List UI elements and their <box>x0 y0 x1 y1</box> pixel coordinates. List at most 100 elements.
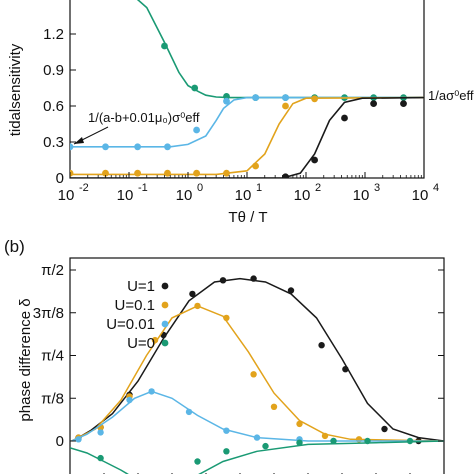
legend-marker-green <box>161 339 169 347</box>
series-black-point <box>318 342 325 349</box>
y-tick-label: 0.6 <box>43 98 64 115</box>
x-tick-label-exponent: 0 <box>197 182 203 194</box>
series-blue-point <box>252 94 259 101</box>
x-tick-label: 10 <box>235 187 252 204</box>
series-orange-line <box>71 305 444 442</box>
panel-a: 10 -2 10 -1 10 0 10 1 10 2 10 3 10 400.30.60.91.2 tid… <box>7 0 474 226</box>
series-black-point <box>189 290 196 298</box>
series-black-point <box>370 100 377 107</box>
panel-a-frame <box>69 0 425 179</box>
legend-marker-black <box>161 282 169 290</box>
y-tick-label: 0 <box>56 170 64 187</box>
series-green-point <box>191 84 199 92</box>
x-tick-label: 10 <box>412 187 429 204</box>
series-green-point <box>296 439 303 446</box>
series-blue-point <box>97 429 104 436</box>
series-green-point <box>364 437 371 445</box>
y-tick-label: 1.2 <box>43 26 64 43</box>
legend-label: U=0.01 <box>106 316 155 333</box>
x-tick-label: 10 <box>58 187 75 204</box>
annotation-left: 1/(a-b+0.01μ₀)σ⁰eff <box>88 110 200 125</box>
panel-b-frame <box>69 257 445 474</box>
series-blue-point <box>223 427 230 434</box>
series-blue-point <box>134 143 142 151</box>
panel-b-ylabel: phase difference δ <box>17 298 34 421</box>
series-green-line <box>136 0 424 99</box>
series-black-point <box>282 173 289 178</box>
series-orange-point <box>252 162 259 170</box>
x-tick-label-exponent: -1 <box>138 182 148 194</box>
series-orange-point <box>296 420 303 428</box>
series-green-point <box>406 437 414 445</box>
series-green-line <box>70 447 129 474</box>
panel-b-marks <box>70 275 444 474</box>
series-green-point <box>97 454 104 462</box>
series-blue-point <box>70 143 74 151</box>
x-tick-label-exponent: -2 <box>79 182 89 194</box>
series-orange-point <box>282 102 289 110</box>
series-black-point <box>287 287 295 294</box>
series-black-point <box>381 425 388 433</box>
legend-label: U=0 <box>127 335 155 352</box>
series-orange-line <box>70 96 424 176</box>
series-blue-point <box>253 434 261 441</box>
series-orange-point <box>193 169 201 177</box>
series-green-point <box>330 437 337 445</box>
annotation-left-arrowhead <box>74 137 84 144</box>
x-tick-label-exponent: 3 <box>374 182 380 194</box>
series-blue-line <box>71 390 444 442</box>
legend-marker-orange <box>161 301 169 309</box>
series-orange-point <box>164 169 171 177</box>
series-orange-point <box>70 169 74 177</box>
series-black-line <box>71 277 444 442</box>
legend-label: U=1 <box>127 278 155 295</box>
series-green-point <box>262 442 269 450</box>
series-blue-point <box>223 97 230 105</box>
series-orange-point <box>250 371 257 378</box>
y-tick-label: π/8 <box>41 390 64 407</box>
y-tick-label: π/2 <box>41 262 64 279</box>
legend-marker-blue <box>161 320 169 328</box>
series-orange-point <box>223 169 230 177</box>
series-black-point <box>400 100 407 107</box>
panel-a-ylabel: tidalsensitivity <box>7 43 24 136</box>
panel-b-label: (b) <box>4 237 25 256</box>
panel-b: (b) 0 π/8 π/4 3π/8 π/2 phase difference δ U=… <box>4 237 445 474</box>
series-blue-point <box>126 396 133 404</box>
series-orange-point <box>270 403 278 410</box>
x-tick-label: 10 <box>353 187 370 204</box>
series-orange-point <box>223 314 230 322</box>
series-blue-point <box>193 126 201 134</box>
x-tick-label-exponent: 4 <box>433 182 439 194</box>
series-blue-point <box>102 143 109 151</box>
panel-b-legend: U=1 U=0.1 U=0.01 U=0 <box>106 278 169 352</box>
series-green-line <box>198 440 444 474</box>
y-tick-label: 3π/8 <box>33 305 64 322</box>
series-green-point <box>223 93 230 100</box>
series-orange-point <box>151 336 159 344</box>
annotation-right: 1/aσ⁰eff <box>428 88 474 103</box>
series-blue-point <box>75 436 82 443</box>
y-tick-label: 0.3 <box>43 134 64 151</box>
series-black-point <box>219 277 227 284</box>
series-orange-point <box>311 95 318 103</box>
x-tick-label: 10 <box>117 187 134 204</box>
panel-b-ticks: 0 π/8 π/4 3π/8 π/2 <box>33 262 444 474</box>
series-green-point <box>194 458 201 465</box>
x-tick-label-exponent: 1 <box>256 182 262 194</box>
panel-a-ticks: 10 -2 10 -1 10 0 10 1 10 2 10 3 10 400.30.60.91.2 <box>43 26 439 204</box>
series-black-point <box>342 366 349 373</box>
panel-a-marks <box>70 0 424 178</box>
y-tick-label: 0 <box>56 433 64 450</box>
series-black-point <box>311 156 318 164</box>
x-tick-label: 10 <box>294 187 311 204</box>
series-blue-point <box>185 408 193 416</box>
series-blue-point <box>164 143 171 151</box>
y-tick-label: 0.9 <box>43 62 64 79</box>
series-blue-point <box>148 388 155 395</box>
series-black-point <box>341 114 348 122</box>
series-blue-line <box>70 96 424 148</box>
series-black-point <box>250 275 257 282</box>
series-green-point <box>223 448 230 455</box>
